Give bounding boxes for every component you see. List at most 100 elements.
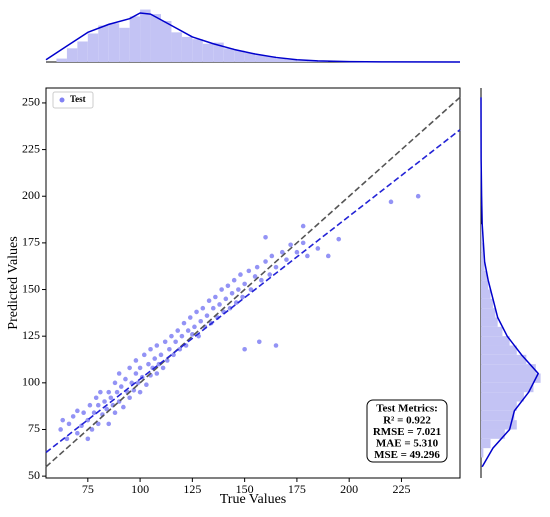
scatter-point <box>259 277 264 283</box>
scatter-point <box>106 389 112 395</box>
scatter-point <box>116 371 122 376</box>
scatter-point <box>284 257 289 262</box>
histogram-bar <box>286 59 297 62</box>
scatter-point <box>200 305 206 311</box>
scatter-point <box>121 404 126 410</box>
plot-frame <box>45 87 461 479</box>
x-axis-label: True Values <box>220 492 287 507</box>
scatter-point <box>154 343 160 348</box>
scatter-point <box>137 389 143 395</box>
histogram-bar <box>66 48 78 62</box>
scatter-point <box>240 294 245 300</box>
scatter-point <box>123 376 128 382</box>
histogram-bar <box>108 23 120 63</box>
scatter-point <box>233 300 239 305</box>
scatter-point <box>81 410 86 415</box>
scatter-point <box>114 389 120 395</box>
histogram-bar <box>150 14 161 63</box>
histogram-bar <box>140 9 151 63</box>
scatter-point <box>279 249 285 255</box>
reference-line <box>45 96 461 468</box>
scatter-point <box>89 427 95 432</box>
scatter-point <box>204 313 210 318</box>
scatter-point <box>223 296 229 302</box>
histogram-bar <box>481 242 484 253</box>
scatter-point <box>219 287 224 292</box>
histogram-bar <box>481 224 483 234</box>
histogram-bar <box>481 298 493 309</box>
y-tick-label: 50 <box>28 468 40 482</box>
scatter-point <box>242 346 247 352</box>
scatter-point <box>118 384 124 389</box>
scatter-point <box>95 421 101 427</box>
scatter-point <box>58 427 63 432</box>
histogram-bar <box>181 36 193 62</box>
scatter-point <box>190 332 195 337</box>
metrics-line: MAE = 5.310 <box>376 438 439 450</box>
scatter-point <box>127 395 132 401</box>
scatter-point <box>75 408 80 414</box>
scatter-point <box>160 365 166 371</box>
scatter-point <box>210 305 216 311</box>
histogram-bar <box>481 261 485 271</box>
scatter-point <box>294 249 300 255</box>
scatter-point <box>415 193 421 199</box>
scatter-point <box>127 365 132 371</box>
scatter-point <box>252 274 258 279</box>
scatter-point <box>104 406 109 412</box>
scatter-point <box>146 361 151 367</box>
histogram-bar <box>481 401 517 411</box>
reference-line <box>45 129 461 454</box>
histogram-bar <box>77 41 88 62</box>
y-tick-label: 150 <box>22 281 40 295</box>
scatter-point <box>177 346 183 352</box>
histogram-bar <box>481 420 517 430</box>
scatter-point <box>135 380 141 386</box>
x-tick-label: 150 <box>236 482 254 496</box>
histogram-bar <box>481 289 491 299</box>
histogram-bar <box>481 308 496 318</box>
histogram-bar <box>119 27 130 62</box>
kde-line <box>480 97 539 468</box>
scatter-point <box>87 402 93 408</box>
scatter-point <box>144 382 149 387</box>
x-tick-label: 75 <box>82 482 94 496</box>
legend-marker <box>59 97 65 103</box>
scatter-point <box>217 302 222 307</box>
scatter-point <box>179 333 185 339</box>
scatter-point <box>108 395 114 401</box>
scatter-point <box>133 371 139 376</box>
scatter-point <box>198 318 204 324</box>
histogram-bar <box>481 373 541 383</box>
x-tick-label: 100 <box>131 482 149 496</box>
scatter-point <box>181 320 187 326</box>
scatter-point <box>75 430 80 436</box>
histogram-bar <box>481 354 527 365</box>
legend-box <box>52 91 94 109</box>
histogram-bar <box>171 32 182 62</box>
histogram-bar <box>481 336 510 346</box>
histogram-bar <box>481 448 484 458</box>
scatter-point <box>242 281 247 287</box>
scatter-point <box>91 410 97 415</box>
scatter-point <box>95 402 101 408</box>
histogram-bar <box>481 252 484 262</box>
scatter-point <box>194 309 199 315</box>
histogram-bar <box>481 392 524 402</box>
scatter-point <box>106 421 112 427</box>
histogram-bar <box>98 25 109 62</box>
histogram-bar <box>192 39 203 62</box>
scatter-point <box>267 272 273 277</box>
histogram-bar <box>255 55 266 62</box>
histogram-bar <box>481 233 483 243</box>
histogram-bar <box>481 364 536 374</box>
y-tick-label: 250 <box>22 95 40 109</box>
histogram-bar <box>307 60 318 62</box>
scatter-point <box>158 352 164 358</box>
scatter-point <box>225 283 231 289</box>
x-tick-label: 175 <box>288 482 306 496</box>
scatter-point <box>85 436 91 442</box>
scatter-point <box>206 298 212 304</box>
scatter-point <box>300 240 306 246</box>
scatter-point <box>137 365 143 371</box>
